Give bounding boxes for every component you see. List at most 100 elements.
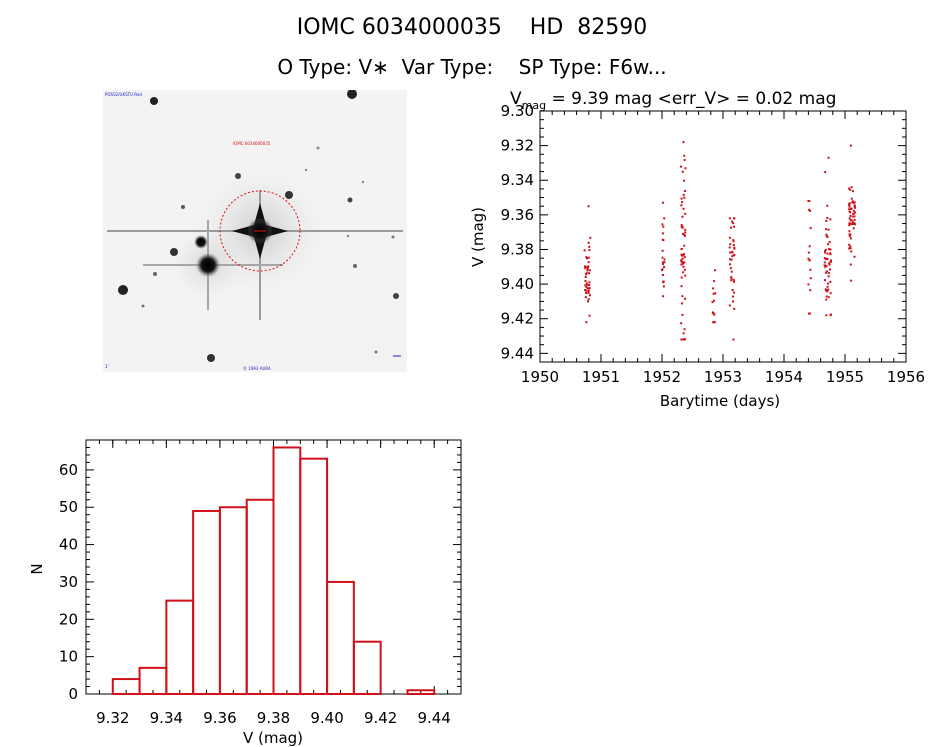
light-curve-point <box>683 256 686 259</box>
light-curve-point <box>732 244 735 247</box>
light-curve-point <box>683 190 686 193</box>
light-curve-point <box>587 291 590 294</box>
light-curve-point <box>587 289 590 292</box>
light-curve-xtick-label: 1953 <box>704 368 742 386</box>
light-curve-point <box>584 267 587 270</box>
light-curve-point <box>807 200 810 203</box>
histogram-ytick-label: 50 <box>59 498 78 516</box>
light-curve-frame <box>539 110 907 363</box>
light-curve-point <box>829 253 832 256</box>
light-curve-point <box>711 301 714 304</box>
light-curve-point <box>587 256 590 259</box>
light-curve-point <box>585 321 588 324</box>
light-curve-point <box>588 284 591 287</box>
light-curve-point <box>683 234 686 237</box>
light-curve-point <box>851 201 854 204</box>
histogram-bar <box>326 580 355 695</box>
light-curve-point <box>680 263 683 266</box>
light-curve-point <box>585 282 588 285</box>
light-curve-point <box>733 253 736 256</box>
light-curve-point <box>730 277 733 280</box>
light-curve-xlabel: Barytime (days) <box>660 392 780 410</box>
histogram-ylabel: N <box>28 563 46 574</box>
light-curve-point <box>849 263 852 266</box>
light-curve-point <box>852 212 855 215</box>
light-curve-point <box>681 201 684 204</box>
histogram-bar <box>272 446 302 695</box>
light-curve-point <box>729 263 732 266</box>
histogram-xlabel: V (mag) <box>243 729 303 747</box>
light-curve-point <box>585 273 588 276</box>
light-curve-point <box>825 289 828 292</box>
light-curve-point <box>851 190 854 193</box>
light-curve-point <box>728 304 731 307</box>
light-curve-point <box>733 246 736 249</box>
light-curve-point <box>684 167 687 170</box>
light-curve-xtick-label: 1956 <box>887 368 925 386</box>
light-curve-point <box>712 321 715 324</box>
light-curve-point <box>826 204 829 207</box>
light-curve-point <box>849 188 852 191</box>
light-curve-point <box>848 235 851 238</box>
light-curve-point <box>853 223 856 226</box>
histogram-xtick-label: 9.32 <box>96 709 129 727</box>
light-curve-point <box>714 292 717 295</box>
histogram-xtick-label: 9.36 <box>203 709 236 727</box>
light-curve-point <box>824 271 827 274</box>
light-curve-point <box>663 265 666 268</box>
light-curve-point <box>682 338 685 341</box>
light-curve-point <box>680 248 683 251</box>
light-curve-point <box>714 269 717 272</box>
light-curve-point <box>848 222 851 225</box>
light-curve-point <box>586 283 589 286</box>
histogram-bar <box>406 689 436 696</box>
light-curve-point <box>711 312 714 315</box>
light-curve-point <box>731 250 734 253</box>
light-curve-point <box>584 296 587 299</box>
light-curve-point <box>681 260 684 263</box>
light-curve-point <box>808 312 811 315</box>
light-curve-point <box>825 264 828 267</box>
light-curve-ytick-label: 9.44 <box>501 344 534 362</box>
light-curve-point <box>826 290 829 293</box>
light-curve-point <box>731 255 734 258</box>
light-curve-point <box>588 314 591 317</box>
light-curve-point <box>848 222 851 225</box>
light-curve-point <box>829 280 832 283</box>
target-marker-circle <box>219 190 301 272</box>
light-curve-point <box>681 226 684 229</box>
light-curve-point <box>586 269 589 272</box>
light-curve-point <box>847 203 850 206</box>
histogram-ytick-label: 60 <box>59 461 78 479</box>
light-curve-point <box>848 233 851 236</box>
light-curve-point <box>824 257 827 260</box>
light-curve-point <box>682 254 685 257</box>
histogram-bar <box>165 599 195 696</box>
light-curve-point <box>584 276 587 279</box>
light-curve-point <box>680 259 683 262</box>
light-curve-point <box>682 141 685 144</box>
light-curve-point <box>680 204 683 207</box>
light-curve-point <box>851 222 854 225</box>
light-curve-point <box>662 239 665 242</box>
light-curve-point <box>733 225 736 228</box>
light-curve-point <box>662 281 665 284</box>
light-curve-point <box>848 205 851 208</box>
light-curve-point <box>680 253 683 256</box>
light-curve-point <box>683 158 686 161</box>
light-curve-point <box>681 262 684 265</box>
light-curve-point <box>684 297 687 300</box>
light-curve-point <box>712 299 715 302</box>
light-curve-point <box>681 262 684 265</box>
light-curve-point <box>681 254 684 257</box>
light-curve-point <box>848 243 851 246</box>
light-curve-point <box>826 285 829 288</box>
light-curve-point <box>661 269 664 272</box>
light-curve-point <box>680 165 683 168</box>
light-curve-point <box>848 210 851 213</box>
light-curve-point <box>850 207 853 210</box>
light-curve-point <box>733 291 736 294</box>
light-curve-point <box>662 280 665 283</box>
light-curve-point <box>587 265 590 268</box>
light-curve-point <box>661 268 664 271</box>
